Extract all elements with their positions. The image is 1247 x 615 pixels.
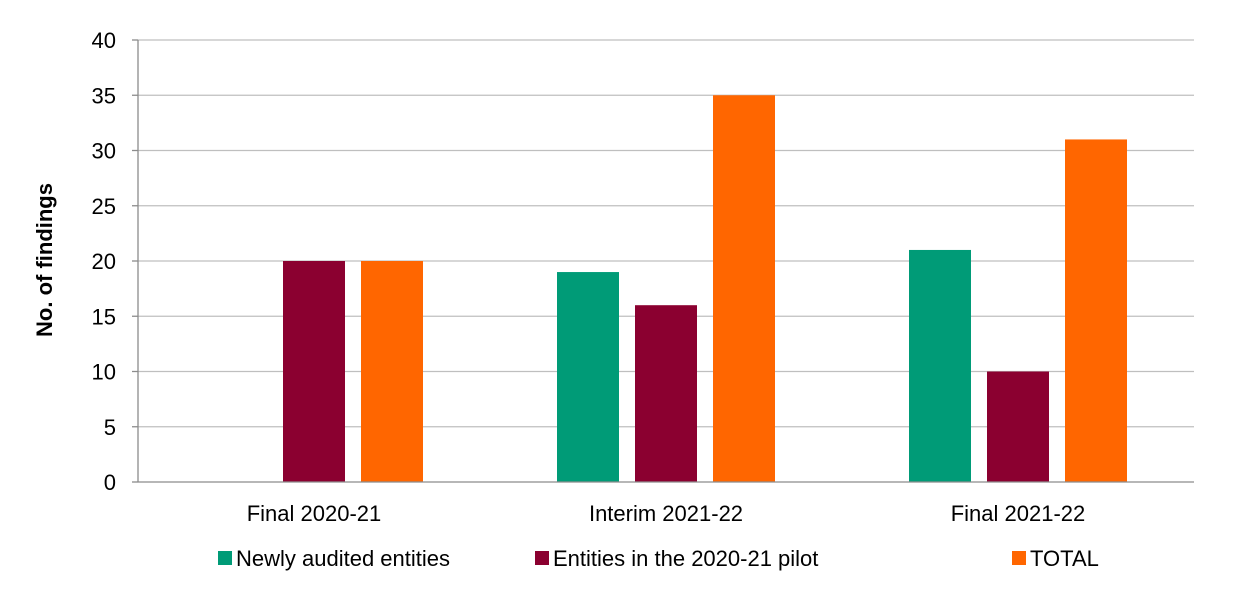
- y-tick-label: 5: [104, 415, 116, 440]
- legend-swatch: [218, 551, 232, 565]
- legend-label: Newly audited entities: [236, 546, 450, 571]
- bar: [635, 305, 697, 482]
- legend-swatch: [1012, 551, 1026, 565]
- y-tick-label: 30: [92, 139, 116, 164]
- x-tick-label: Final 2021-22: [951, 501, 1086, 526]
- y-tick-label: 15: [92, 304, 116, 329]
- legend-label: TOTAL: [1030, 546, 1099, 571]
- bar: [557, 272, 619, 482]
- x-tick-label: Final 2020-21: [247, 501, 382, 526]
- bar: [361, 261, 423, 482]
- legend-swatch: [535, 551, 549, 565]
- legend: Newly audited entities Entities in the 20…: [218, 546, 1099, 571]
- bars: [283, 95, 1127, 482]
- y-tick-label: 0: [104, 470, 116, 495]
- bar: [909, 249, 971, 482]
- y-tick-label: 10: [92, 360, 116, 385]
- x-tick-label: Interim 2021-22: [589, 501, 743, 526]
- axes: 0 5 10 15 20 25 30 35 40 Final 2020-21 Interim 202…: [92, 28, 1194, 526]
- y-tick-label: 25: [92, 194, 116, 219]
- bar: [283, 261, 345, 482]
- bar: [713, 95, 775, 482]
- bar: [987, 371, 1049, 482]
- legend-label: Entities in the 2020-21 pilot: [553, 546, 818, 571]
- y-axis-title: No. of findings: [32, 183, 57, 337]
- y-tick-label: 35: [92, 83, 116, 108]
- bar: [1065, 139, 1127, 482]
- y-tick-label: 20: [92, 249, 116, 274]
- y-tick-label: 40: [92, 28, 116, 53]
